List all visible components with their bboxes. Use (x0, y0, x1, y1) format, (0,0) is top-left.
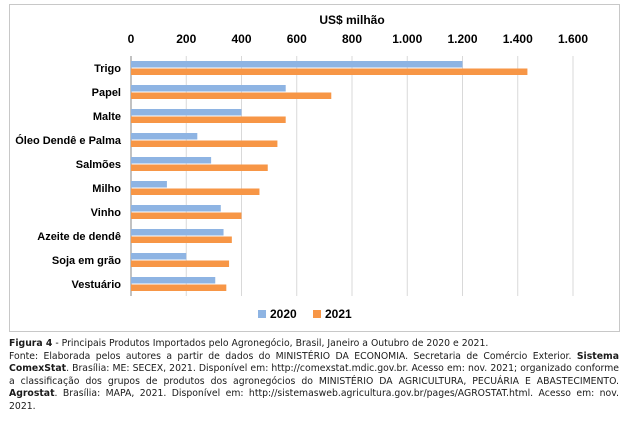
caption-source: Fonte: Elaborada pelos autores a partir … (9, 350, 619, 412)
x-tick-label: 1.600 (558, 32, 588, 46)
legend-swatch-2020 (258, 310, 266, 318)
category-label: Malte (93, 111, 121, 123)
bar-2021 (131, 116, 286, 123)
bar-2020 (131, 61, 463, 68)
category-label: Vestuário (71, 279, 121, 291)
bar-2020 (131, 181, 167, 188)
bar-2020 (131, 229, 224, 236)
x-tick-label: 200 (176, 32, 196, 46)
legend: 2020 2021 (258, 307, 352, 321)
category-label: Azeite de dendê (37, 231, 121, 243)
x-tick-label: 1.200 (447, 32, 477, 46)
bar-chart: US$ milhão 0 200 400 600 800 1.000 1.200 1.400 1… (15, 13, 589, 321)
category-label: Soja em grão (52, 255, 121, 267)
bar-2021 (131, 68, 528, 75)
category-label: Vinho (91, 207, 122, 219)
figure-label: Figura 4 (9, 338, 53, 349)
bar-2020 (131, 109, 242, 116)
x-tick-label: 400 (231, 32, 251, 46)
axis-title: US$ milhão (319, 13, 384, 27)
category-label: Papel (92, 87, 121, 99)
bar-2021 (131, 260, 230, 267)
gridlines (130, 56, 574, 296)
bar-2021 (131, 140, 278, 147)
category-label: Trigo (94, 63, 121, 75)
caption-title: Figura 4 - Principais Produtos Importado… (9, 338, 619, 351)
bar-2020 (131, 157, 212, 164)
bar-2021 (131, 284, 227, 291)
category-label: Milho (92, 183, 121, 195)
x-tick-label: 1.000 (392, 32, 422, 46)
x-tick-label: 1.400 (503, 32, 533, 46)
bar-2020 (131, 205, 221, 212)
category-label: Óleo Dendê e Palma (15, 134, 122, 147)
bar-2021 (131, 236, 232, 243)
legend-label-2021: 2021 (325, 307, 352, 321)
figure-text: - Principais Produtos Importados pelo Ag… (52, 338, 489, 349)
bar-2021 (131, 188, 260, 195)
legend-label-2020: 2020 (270, 307, 297, 321)
bar-2020 (131, 85, 286, 92)
bars (131, 61, 528, 291)
x-tick-label: 600 (287, 32, 307, 46)
bar-2020 (131, 133, 198, 140)
bar-2020 (131, 277, 216, 284)
category-label: Salmões (76, 159, 121, 171)
bar-2021 (131, 212, 242, 219)
x-tick-label: 800 (342, 32, 362, 46)
bar-2020 (131, 253, 187, 260)
bar-2021 (131, 92, 332, 99)
legend-swatch-2021 (313, 310, 321, 318)
category-labels: Trigo Papel Malte Óleo Dendê e Palma Salmões… (15, 63, 122, 291)
x-tick-labels: 0 200 400 600 800 1.000 1.200 1.400 1.600 (128, 32, 589, 46)
bar-2021 (131, 164, 268, 171)
figure-caption: Figura 4 - Principais Produtos Importado… (9, 338, 619, 414)
x-tick-label: 0 (128, 32, 135, 46)
